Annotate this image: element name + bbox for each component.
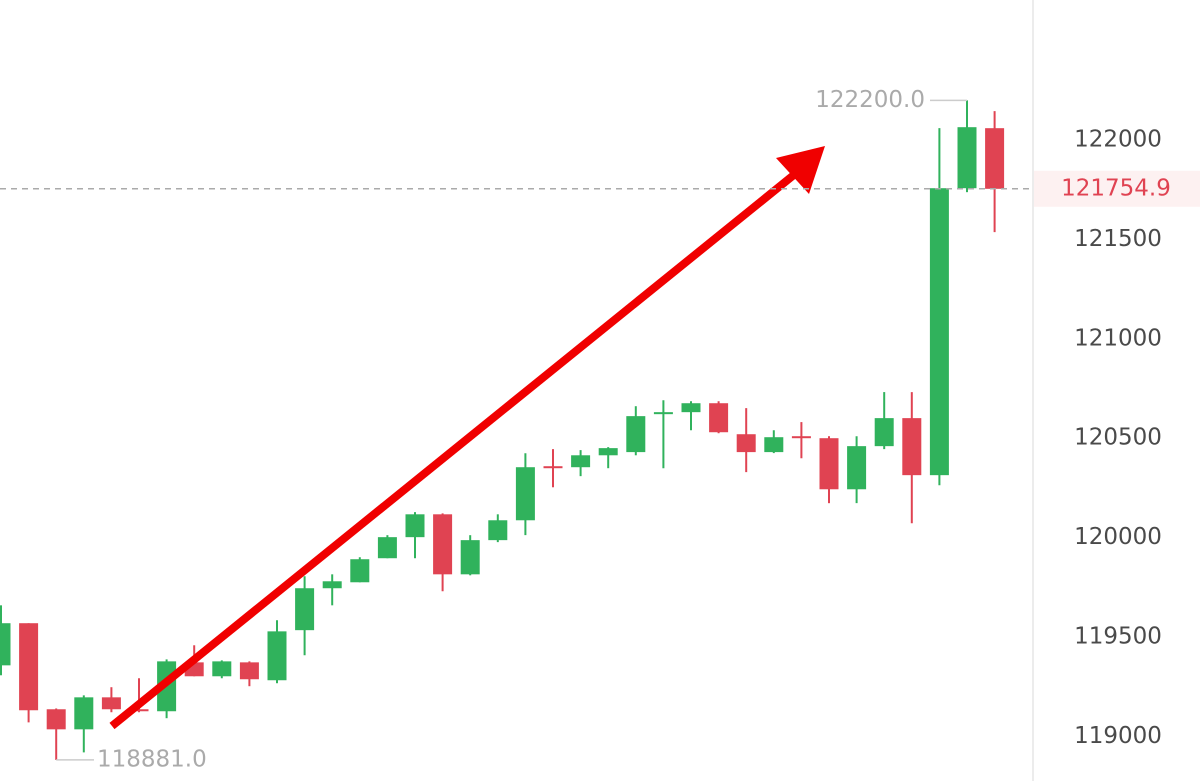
candle-body (957, 127, 977, 189)
candle-body (405, 514, 425, 538)
arrow-head (776, 146, 825, 194)
candle-body (0, 623, 11, 666)
candle-body (74, 697, 94, 730)
current-price-label: 121754.9 (1061, 175, 1171, 201)
candle-body (626, 416, 646, 453)
candle-body (377, 537, 397, 559)
candle-body (239, 662, 259, 680)
candle-body (433, 514, 453, 575)
candle-body (129, 709, 149, 712)
candle-body (350, 559, 370, 583)
candle-body (267, 631, 287, 681)
candle-body (19, 623, 39, 711)
candle-body (929, 188, 949, 476)
candle-body (874, 418, 894, 447)
current-price-badge (1034, 170, 1200, 207)
candle-body (681, 403, 701, 413)
plot (0, 100, 1005, 760)
y-tick-label: 121000 (1074, 325, 1162, 351)
candle-body (515, 467, 535, 521)
candle-body (460, 540, 480, 575)
y-tick-label: 121500 (1074, 226, 1162, 252)
candle-body (571, 455, 591, 468)
candle-body (764, 437, 784, 453)
y-tick-label: 119500 (1074, 623, 1162, 649)
arrow-shaft (109, 170, 798, 730)
candle-body (709, 403, 729, 433)
y-tick-label: 120000 (1074, 524, 1162, 550)
candle-body (101, 697, 121, 710)
candle-body (46, 709, 66, 730)
high-marker-label: 122200.0 (815, 87, 925, 113)
low-marker-label: 118881.0 (97, 746, 207, 772)
candle-body (598, 448, 618, 456)
candle-body (322, 581, 342, 589)
y-tick-label: 119000 (1074, 723, 1162, 749)
candle-body (847, 446, 867, 490)
y-tick-label: 122000 (1074, 127, 1162, 153)
candle-body (295, 588, 315, 631)
candle-body (212, 661, 232, 677)
candle-body (653, 412, 673, 415)
candle-body (791, 436, 811, 439)
y-tick-label: 120500 (1074, 425, 1162, 451)
candle-body (902, 418, 922, 476)
candle-body (985, 128, 1005, 189)
candle-body (543, 466, 563, 469)
trend-arrow (109, 146, 825, 730)
candle-body (819, 438, 839, 490)
candle-body (488, 520, 508, 541)
candle-body (736, 434, 756, 453)
